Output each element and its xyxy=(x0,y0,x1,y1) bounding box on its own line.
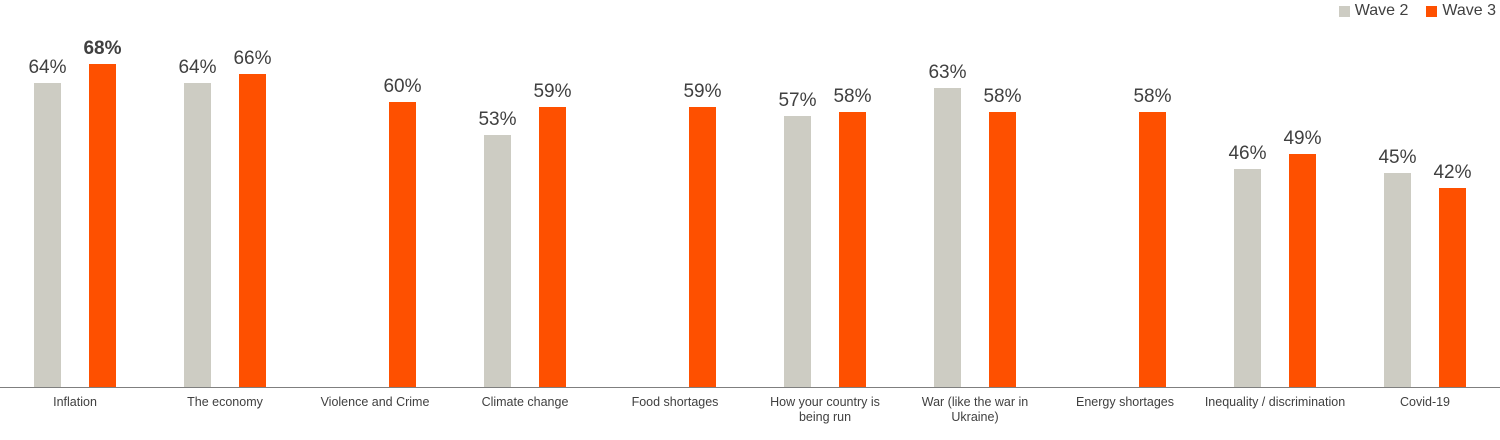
wave2-swatch-icon xyxy=(1338,5,1350,17)
value-label-wave-3-war-like-the-war-in-ukraine: 58% xyxy=(983,85,1022,107)
bar-wave-2-covid-19 xyxy=(1384,173,1411,387)
bar-group-the-economy: 64% 66% xyxy=(150,0,300,387)
category-label-inflation: Inflation xyxy=(53,395,97,409)
bar-group-covid-19: 45% 42% xyxy=(1350,0,1500,387)
value-label-wave-3-food-shortages: 59% xyxy=(683,80,722,102)
value-label-wave-3-energy-shortages: 58% xyxy=(1133,85,1172,107)
bar-wave-2-war-like-the-war-in-ukraine xyxy=(934,87,961,387)
value-label-wave-2-inflation: 64% xyxy=(28,57,67,78)
category-label-inequality-discrimination: Inequality / discrimination xyxy=(1204,395,1346,409)
value-label-wave-3-inequality-discrimination: 49% xyxy=(1283,128,1322,150)
legend-label-wave2: Wave 2 xyxy=(1354,2,1409,19)
bar-wave-2-how-your-country-is-being-run xyxy=(784,116,811,387)
bar-wave-3-the-economy xyxy=(239,73,266,387)
category-label-covid-19: Covid-19 xyxy=(1399,395,1451,409)
category-label-war-like-the-war-in-ukraine: War (like the war in Ukraine) xyxy=(921,395,1029,424)
value-label-wave-3-inflation: 68% xyxy=(83,38,122,59)
category-label-the-economy: The economy xyxy=(187,395,263,409)
value-label-wave-3-climate-change: 59% xyxy=(533,80,572,102)
bar-wave-3-covid-19 xyxy=(1439,187,1466,387)
bar-group-inflation: 64% 68% xyxy=(0,0,150,387)
value-label-wave-2-how-your-country-is-being-run: 57% xyxy=(778,90,817,112)
category-label-violence-and-crime: Violence and Crime xyxy=(320,395,430,409)
bar-group-inequality-discrimination: 46% 49% xyxy=(1200,0,1350,387)
bar-group-climate-change: 53% 59% xyxy=(450,0,600,387)
value-label-wave-3-covid-19: 42% xyxy=(1433,161,1472,183)
bar-wave-3-violence-and-crime xyxy=(389,102,416,387)
bar-wave-2-inflation xyxy=(34,83,61,387)
legend-label-wave3: Wave 3 xyxy=(1442,2,1496,19)
category-label-how-your-country-is-being-run: How your country is being run xyxy=(770,395,880,424)
value-label-wave-3-violence-and-crime: 60% xyxy=(383,76,422,97)
bar-wave-2-the-economy xyxy=(184,83,211,387)
bar-wave-3-how-your-country-is-being-run xyxy=(839,111,866,387)
bar-group-food-shortages: 59% xyxy=(600,0,750,387)
category-label-climate-change: Climate change xyxy=(481,395,569,409)
bar-wave-2-climate-change xyxy=(484,135,511,387)
plot-area: 64% 68% 64% 66% 60% 53% 59% 59% 57% 58% 63% 58% 58% 4… xyxy=(0,0,1500,388)
value-label-wave-2-war-like-the-war-in-ukraine: 63% xyxy=(928,61,967,83)
bar-group-violence-and-crime: 60% xyxy=(300,0,450,387)
value-label-wave-2-covid-19: 45% xyxy=(1378,147,1417,169)
bar-wave-3-energy-shortages xyxy=(1139,111,1166,387)
bar-group-how-your-country-is-being-run: 57% 58% xyxy=(750,0,900,387)
category-axis: Inflation The economy Violence and Crime Cl… xyxy=(0,395,1500,425)
value-label-wave-2-inequality-discrimination: 46% xyxy=(1228,142,1267,164)
legend-item-wave3: Wave 3 xyxy=(1426,2,1496,20)
wave3-swatch-icon xyxy=(1426,5,1438,17)
category-label-energy-shortages: Energy shortages xyxy=(1076,395,1174,409)
bar-wave-2-inequality-discrimination xyxy=(1234,168,1261,387)
value-label-wave-3-the-economy: 66% xyxy=(233,47,272,69)
bar-wave-3-war-like-the-war-in-ukraine xyxy=(989,111,1016,387)
legend: Wave 2 Wave 3 xyxy=(1338,2,1496,20)
value-label-wave-2-the-economy: 64% xyxy=(178,57,217,78)
bar-group-energy-shortages: 58% xyxy=(1050,0,1200,387)
bar-wave-3-food-shortages xyxy=(689,106,716,387)
legend-item-wave2: Wave 2 xyxy=(1338,2,1409,20)
value-label-wave-2-climate-change: 53% xyxy=(478,109,517,131)
category-label-food-shortages: Food shortages xyxy=(631,395,719,409)
bar-wave-3-inflation xyxy=(89,64,116,387)
bar-wave-3-climate-change xyxy=(539,106,566,387)
bar-group-war-like-the-war-in-ukraine: 63% 58% xyxy=(900,0,1050,387)
value-label-wave-3-how-your-country-is-being-run: 58% xyxy=(833,85,872,107)
bar-wave-3-inequality-discrimination xyxy=(1289,154,1316,387)
